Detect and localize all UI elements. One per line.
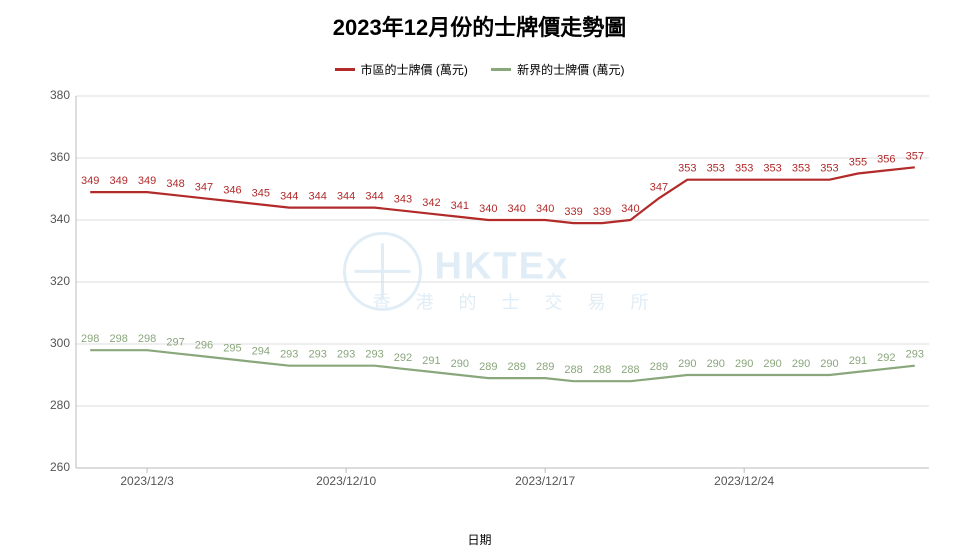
svg-text:344: 344: [309, 191, 327, 203]
legend-label-nt: 新界的士牌價 (萬元): [517, 61, 624, 78]
svg-text:293: 293: [365, 349, 383, 361]
svg-text:香 港 的 士 交 易 所: 香 港 的 士 交 易 所: [373, 292, 659, 312]
plot-area: HKTEx 香 港 的 士 交 易 所 260 280 300 320 340 360 380 2…: [40, 90, 939, 494]
svg-text:357: 357: [906, 150, 924, 162]
svg-text:349: 349: [138, 175, 156, 187]
svg-text:290: 290: [763, 358, 781, 370]
chart-container: 2023年12月份的士牌價走勢圖 市區的士牌價 (萬元) 新界的士牌價 (萬元)…: [0, 0, 959, 554]
svg-text:294: 294: [252, 346, 270, 358]
chart-legend: 市區的士牌價 (萬元) 新界的士牌價 (萬元): [0, 60, 959, 78]
legend-swatch-nt: [491, 68, 511, 71]
chart-title: 2023年12月份的士牌價走勢圖: [0, 10, 959, 42]
svg-text:353: 353: [792, 163, 810, 175]
svg-text:260: 260: [50, 460, 70, 474]
svg-text:349: 349: [81, 175, 99, 187]
svg-text:353: 353: [707, 163, 725, 175]
legend-swatch-urban: [335, 68, 355, 71]
svg-text:344: 344: [280, 191, 298, 203]
svg-text:289: 289: [650, 361, 668, 373]
svg-text:292: 292: [877, 352, 895, 364]
svg-text:292: 292: [394, 352, 412, 364]
svg-text:290: 290: [820, 358, 838, 370]
svg-text:289: 289: [508, 361, 526, 373]
svg-text:343: 343: [394, 194, 412, 206]
svg-text:340: 340: [536, 203, 554, 215]
legend-item-urban: 市區的士牌價 (萬元): [335, 61, 468, 78]
svg-text:293: 293: [280, 349, 298, 361]
svg-text:348: 348: [166, 178, 184, 190]
legend-label-urban: 市區的士牌價 (萬元): [361, 61, 468, 78]
svg-text:341: 341: [451, 200, 469, 212]
svg-text:360: 360: [50, 150, 70, 164]
svg-text:340: 340: [621, 203, 639, 215]
svg-text:290: 290: [678, 358, 696, 370]
svg-text:353: 353: [763, 163, 781, 175]
svg-text:344: 344: [337, 191, 355, 203]
svg-text:339: 339: [593, 206, 611, 218]
svg-text:2023/12/3: 2023/12/3: [120, 474, 174, 488]
svg-text:298: 298: [109, 333, 127, 345]
svg-text:288: 288: [564, 364, 582, 376]
svg-text:340: 340: [50, 212, 70, 226]
svg-text:300: 300: [50, 336, 70, 350]
svg-text:290: 290: [735, 358, 753, 370]
svg-text:289: 289: [536, 361, 554, 373]
svg-text:380: 380: [50, 90, 70, 102]
svg-text:344: 344: [365, 191, 383, 203]
svg-text:342: 342: [422, 197, 440, 209]
svg-text:290: 290: [451, 358, 469, 370]
svg-text:347: 347: [195, 181, 213, 193]
svg-text:280: 280: [50, 398, 70, 412]
chart-svg: HKTEx 香 港 的 士 交 易 所 260 280 300 320 340 360 380 2…: [40, 90, 939, 494]
svg-text:353: 353: [820, 163, 838, 175]
svg-text:293: 293: [906, 349, 924, 361]
svg-text:290: 290: [792, 358, 810, 370]
svg-text:288: 288: [593, 364, 611, 376]
svg-text:347: 347: [650, 181, 668, 193]
svg-text:345: 345: [252, 188, 270, 200]
svg-text:288: 288: [621, 364, 639, 376]
svg-text:340: 340: [508, 203, 526, 215]
svg-text:340: 340: [479, 203, 497, 215]
svg-text:353: 353: [678, 163, 696, 175]
svg-text:339: 339: [564, 206, 582, 218]
svg-text:293: 293: [337, 349, 355, 361]
x-axis-label: 日期: [0, 531, 959, 548]
svg-text:295: 295: [223, 343, 241, 355]
svg-text:298: 298: [81, 333, 99, 345]
svg-text:HKTEx: HKTEx: [435, 245, 570, 287]
legend-item-nt: 新界的士牌價 (萬元): [491, 61, 624, 78]
svg-text:297: 297: [166, 336, 184, 348]
svg-text:320: 320: [50, 274, 70, 288]
svg-text:356: 356: [877, 153, 895, 165]
svg-text:298: 298: [138, 333, 156, 345]
svg-text:293: 293: [309, 349, 327, 361]
svg-text:2023/12/17: 2023/12/17: [515, 474, 575, 488]
svg-text:355: 355: [849, 157, 867, 169]
svg-text:291: 291: [422, 355, 440, 367]
svg-text:291: 291: [849, 355, 867, 367]
svg-text:349: 349: [109, 175, 127, 187]
svg-text:353: 353: [735, 163, 753, 175]
svg-text:296: 296: [195, 339, 213, 351]
svg-text:346: 346: [223, 184, 241, 196]
svg-text:2023/12/10: 2023/12/10: [316, 474, 376, 488]
svg-text:2023/12/24: 2023/12/24: [714, 474, 774, 488]
svg-text:289: 289: [479, 361, 497, 373]
svg-text:290: 290: [707, 358, 725, 370]
